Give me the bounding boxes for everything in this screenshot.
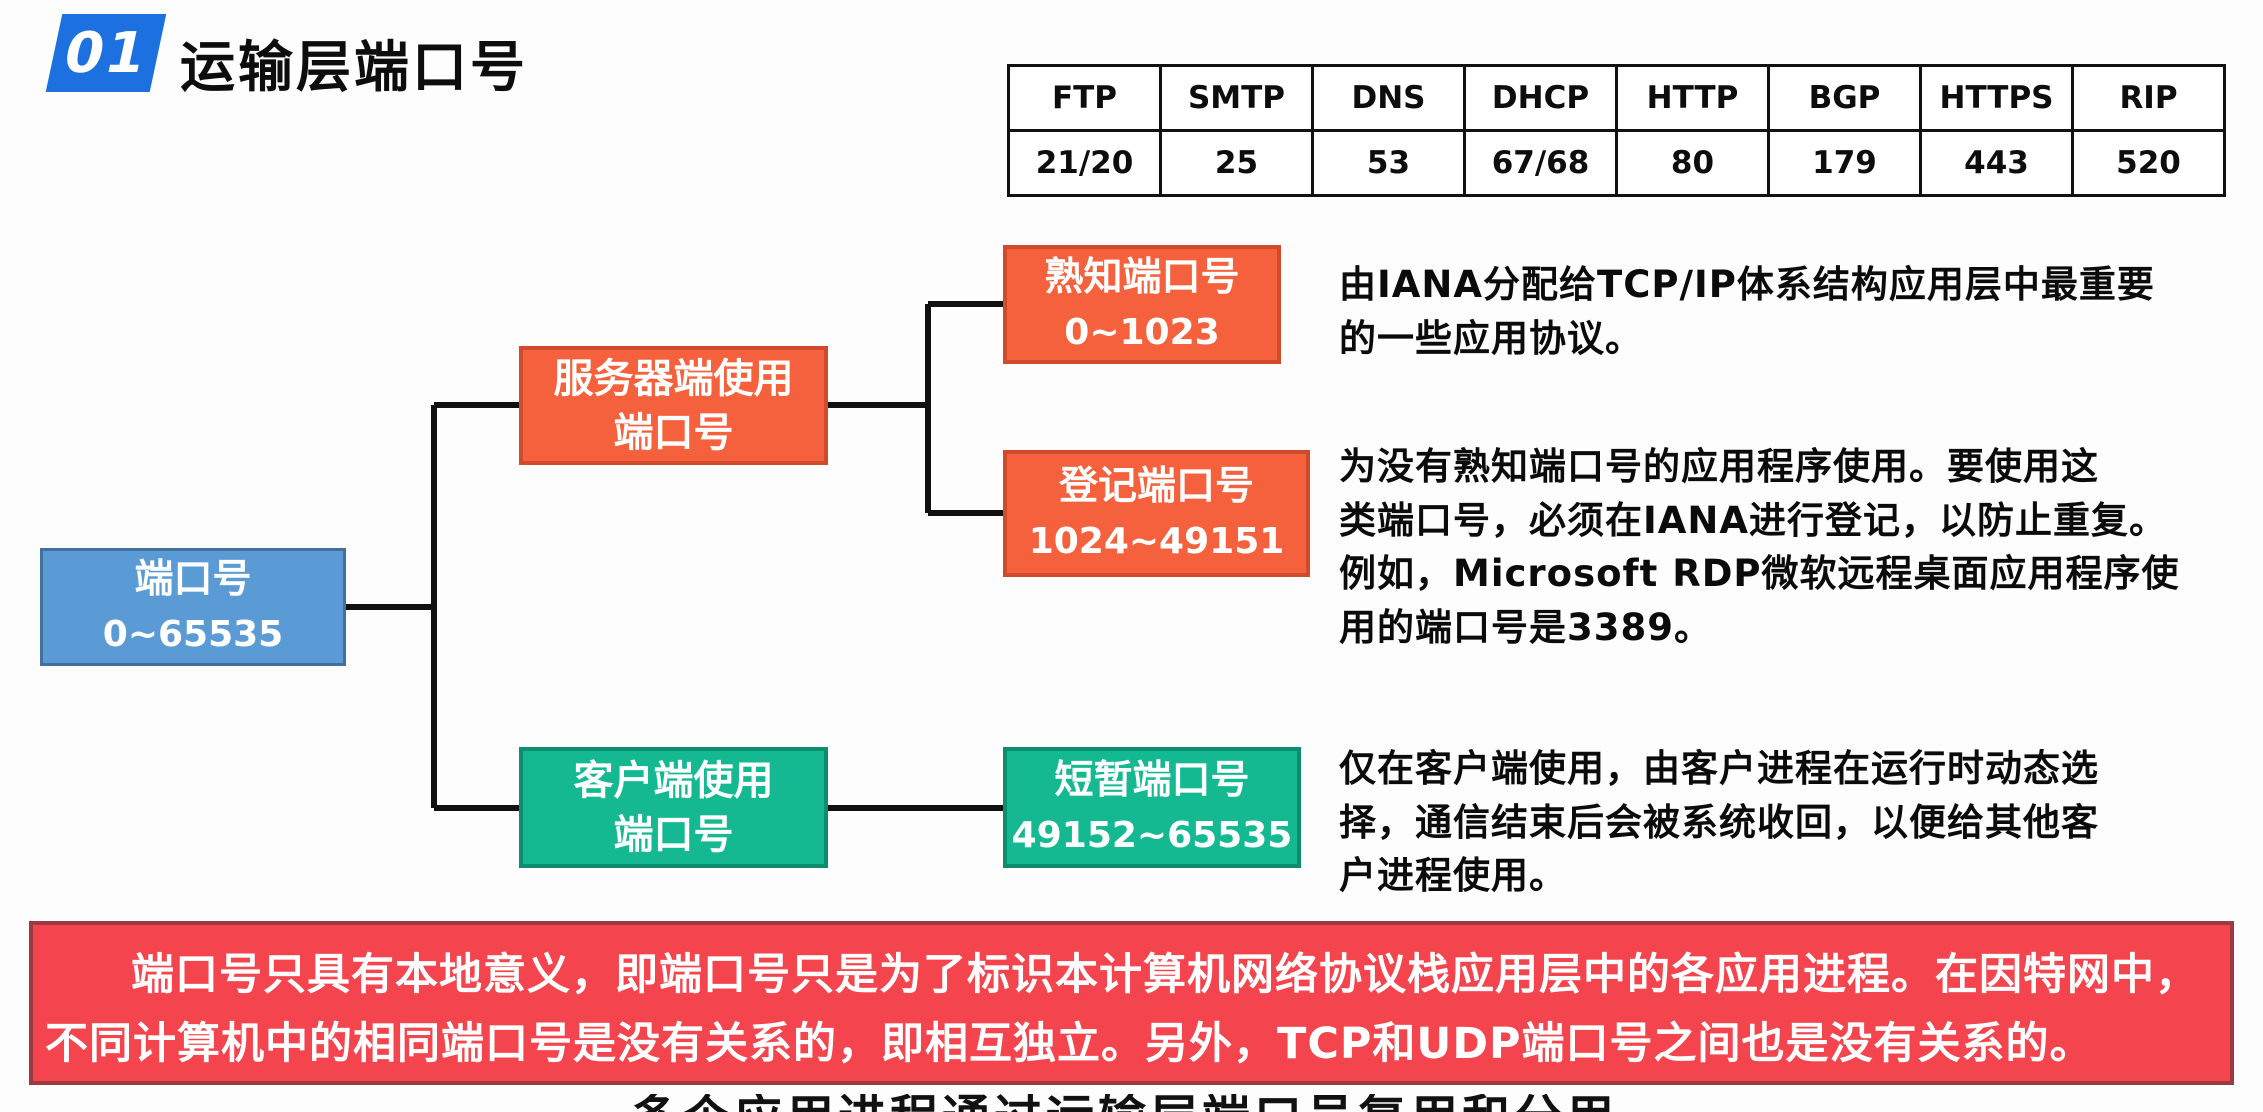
registered-description: 为没有熟知端口号的应用程序使用。要使用这 类端口号，必须在IANA进行登记，以防… xyxy=(1339,445,2180,649)
client-ports-node: 客户端使用 端口号 xyxy=(519,747,828,868)
table-header-cell: HTTPS xyxy=(1919,64,2074,132)
bottom-cutoff-text: 多个应用进程通过运输层端口号复用和分用 xyxy=(630,1094,1730,1112)
table-port-cell: 520 xyxy=(2071,129,2226,197)
table-header-cell: RIP xyxy=(2071,64,2226,132)
table-header-cell: BGP xyxy=(1767,64,1922,132)
table-port-cell: 21/20 xyxy=(1007,129,1162,197)
note-banner: 端口号只具有本地意义，即端口号只是为了标识本计算机网络协议栈应用层中的各应用进程… xyxy=(29,921,2234,1085)
page-title: 运输层端口号 xyxy=(180,35,529,99)
well-known-description: 由IANA分配给TCP/IP体系结构应用层中最重要 的一些应用协议。 xyxy=(1339,263,2155,360)
registered-ports-node: 登记端口号 1024~49151 xyxy=(1003,450,1310,577)
table-header-cell: FTP xyxy=(1007,64,1162,132)
table-port-cell: 179 xyxy=(1767,129,1922,197)
node-range: 49152~65535 xyxy=(1011,814,1293,856)
table-port-cell: 25 xyxy=(1159,129,1314,197)
node-label: 端口号 xyxy=(134,557,252,603)
node-range: 0~65535 xyxy=(102,614,284,656)
table-header-cell: DNS xyxy=(1311,64,1466,132)
node-label: 熟知端口号 xyxy=(1044,254,1240,300)
protocol-port-table: FTP SMTP DNS DHCP HTTP BGP HTTPS RIP 21/… xyxy=(1007,64,2226,197)
table-port-cell: 67/68 xyxy=(1463,129,1618,197)
table-header-cell: DHCP xyxy=(1463,64,1618,132)
node-range: 1024~49151 xyxy=(1028,520,1285,562)
node-label: 短暂端口号 xyxy=(1054,757,1250,803)
server-ports-node: 服务器端使用 端口号 xyxy=(519,346,828,465)
table-header-cell: SMTP xyxy=(1159,64,1314,132)
table-port-cell: 443 xyxy=(1919,129,2074,197)
node-range: 0~1023 xyxy=(1064,311,1220,353)
root-node-port-number: 端口号 0~65535 xyxy=(40,548,346,666)
well-known-ports-node: 熟知端口号 0~1023 xyxy=(1003,245,1281,364)
table-port-cell: 53 xyxy=(1311,129,1466,197)
table-row: FTP SMTP DNS DHCP HTTP BGP HTTPS RIP xyxy=(1007,64,2226,132)
ephemeral-ports-node: 短暂端口号 49152~65535 xyxy=(1003,747,1301,868)
table-port-cell: 80 xyxy=(1615,129,1770,197)
table-row: 21/20 25 53 67/68 80 179 443 520 xyxy=(1007,129,2226,197)
table-header-cell: HTTP xyxy=(1615,64,1770,132)
ephemeral-description: 仅在客户端使用，由客户进程在运行时动态选 择，通信结束后会被系统收回，以便给其他… xyxy=(1339,747,2099,898)
node-label: 登记端口号 xyxy=(1058,463,1254,509)
